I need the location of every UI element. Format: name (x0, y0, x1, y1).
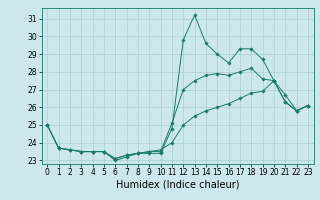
X-axis label: Humidex (Indice chaleur): Humidex (Indice chaleur) (116, 180, 239, 190)
